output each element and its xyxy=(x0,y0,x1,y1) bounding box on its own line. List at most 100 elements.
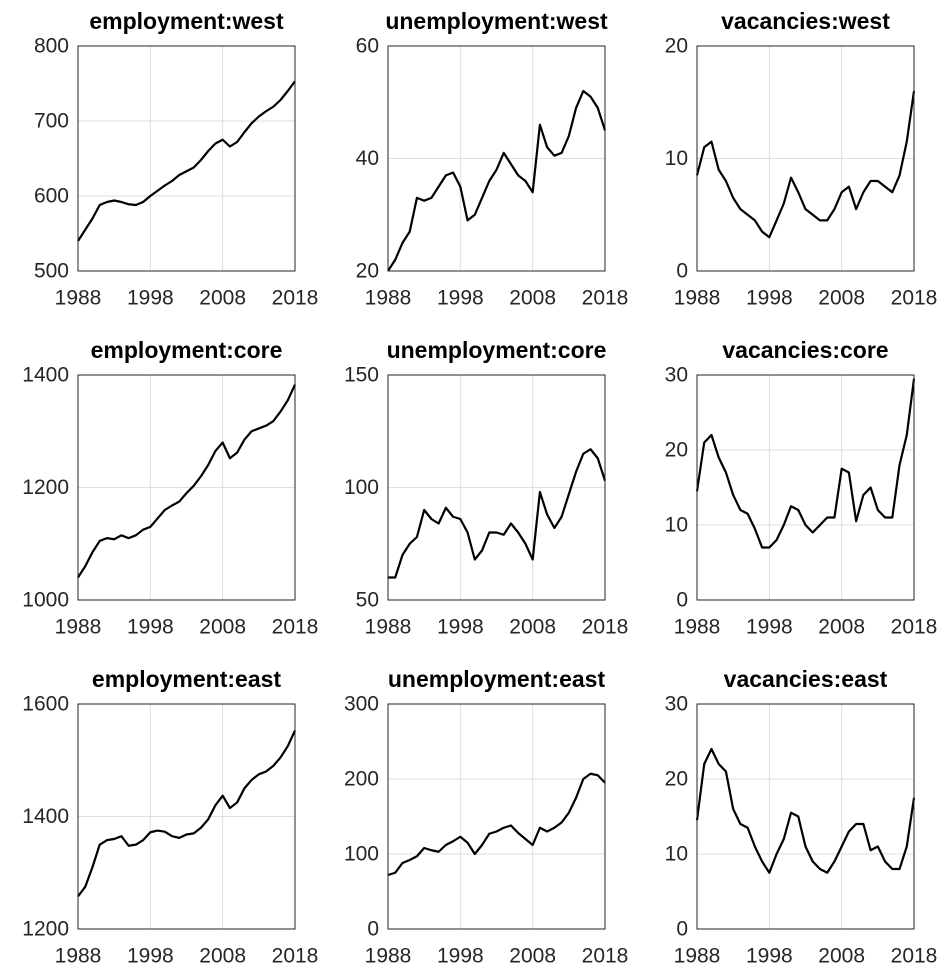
x-tick-label: 1988 xyxy=(55,287,102,310)
x-tick-label: 1988 xyxy=(365,287,412,310)
y-tick-label: 800 xyxy=(34,35,69,58)
x-tick-label: 2018 xyxy=(891,287,938,310)
x-tick-label: 1998 xyxy=(127,945,174,968)
y-tick-label: 100 xyxy=(344,476,379,499)
y-tick-label: 0 xyxy=(367,918,379,941)
series-line xyxy=(77,384,296,579)
chart-title: unemployment:core xyxy=(387,337,607,363)
axes-box xyxy=(696,703,915,930)
axes-box xyxy=(387,45,606,272)
y-tick-label: 10 xyxy=(665,147,688,170)
x-tick-label: 2018 xyxy=(272,945,319,968)
chart-title: employment:core xyxy=(91,337,283,363)
series-line xyxy=(387,772,606,877)
plot-area xyxy=(388,704,605,929)
chart-title: unemployment:east xyxy=(388,666,606,692)
x-tick-label: 2008 xyxy=(509,616,556,639)
axes-box xyxy=(696,374,915,601)
x-tick-label: 1988 xyxy=(55,945,102,968)
y-tick-label: 10 xyxy=(665,514,688,537)
series-line xyxy=(388,448,607,579)
chart-title: employment:west xyxy=(89,8,284,34)
chart-title: vacancies:east xyxy=(724,666,888,692)
x-tick-label: 1998 xyxy=(127,287,174,310)
x-tick-label: 2018 xyxy=(272,616,319,639)
x-tick-label: 2008 xyxy=(818,945,865,968)
y-tick-label: 300 xyxy=(344,693,379,716)
series-line xyxy=(387,89,607,272)
y-tick-label: 700 xyxy=(34,110,69,133)
x-tick-label: 2008 xyxy=(818,616,865,639)
x-tick-label: 1988 xyxy=(365,616,412,639)
chart-title: unemployment:west xyxy=(385,8,608,34)
y-tick-label: 100 xyxy=(344,843,379,866)
chart-title: vacancies:west xyxy=(721,8,890,34)
x-tick-label: 1988 xyxy=(365,945,412,968)
plot-area xyxy=(697,375,914,600)
y-tick-label: 1000 xyxy=(22,589,69,612)
x-tick-label: 2018 xyxy=(582,945,629,968)
x-tick-label: 2018 xyxy=(891,945,938,968)
x-tick-label: 1998 xyxy=(746,945,793,968)
y-tick-label: 500 xyxy=(34,260,69,283)
chart-title: employment:east xyxy=(92,666,282,692)
x-tick-label: 2008 xyxy=(818,287,865,310)
y-tick-label: 30 xyxy=(665,693,688,716)
y-tick-label: 60 xyxy=(356,35,379,58)
x-tick-label: 2008 xyxy=(199,945,246,968)
x-tick-label: 2018 xyxy=(582,287,629,310)
x-tick-label: 1998 xyxy=(437,945,484,968)
axes-box xyxy=(696,45,915,272)
x-tick-label: 1988 xyxy=(674,287,721,310)
chart-title: vacancies:core xyxy=(722,337,888,363)
plot-area xyxy=(697,704,914,929)
x-tick-label: 1998 xyxy=(437,287,484,310)
series-line xyxy=(695,90,916,239)
x-tick-label: 2008 xyxy=(509,945,556,968)
plot-area xyxy=(78,46,295,271)
axes-box xyxy=(387,703,606,930)
x-tick-label: 1988 xyxy=(674,945,721,968)
y-tick-label: 600 xyxy=(34,185,69,208)
x-tick-label: 2008 xyxy=(199,287,246,310)
x-tick-label: 2008 xyxy=(199,616,246,639)
y-tick-label: 40 xyxy=(356,147,379,170)
axes-box xyxy=(77,45,296,272)
y-tick-label: 1400 xyxy=(22,364,69,387)
y-tick-label: 0 xyxy=(676,589,688,612)
x-tick-label: 1988 xyxy=(674,616,721,639)
y-tick-label: 10 xyxy=(665,843,688,866)
x-tick-label: 2018 xyxy=(582,616,629,639)
x-tick-label: 1998 xyxy=(746,287,793,310)
x-tick-label: 2018 xyxy=(891,616,938,639)
y-tick-label: 30 xyxy=(665,364,688,387)
y-tick-label: 150 xyxy=(344,364,379,387)
axes-box xyxy=(387,374,606,601)
series-line xyxy=(77,729,296,898)
y-tick-label: 200 xyxy=(344,768,379,791)
x-tick-label: 1998 xyxy=(746,616,793,639)
y-tick-label: 20 xyxy=(665,768,688,791)
series-line xyxy=(695,378,916,549)
y-tick-label: 1400 xyxy=(22,805,69,828)
series-line xyxy=(695,747,916,874)
y-tick-label: 1200 xyxy=(22,476,69,499)
y-tick-label: 20 xyxy=(356,260,379,283)
axes-box xyxy=(77,703,296,930)
x-tick-label: 2018 xyxy=(272,287,319,310)
y-tick-label: 20 xyxy=(665,439,688,462)
y-tick-label: 1600 xyxy=(22,693,69,716)
y-tick-label: 0 xyxy=(676,260,688,283)
axes-box xyxy=(77,374,296,601)
series-line xyxy=(77,80,296,242)
x-tick-label: 2008 xyxy=(509,287,556,310)
y-tick-label: 0 xyxy=(676,918,688,941)
y-tick-label: 20 xyxy=(665,35,688,58)
y-tick-label: 1200 xyxy=(22,918,69,941)
y-tick-label: 50 xyxy=(356,589,379,612)
x-tick-label: 1988 xyxy=(55,616,102,639)
x-tick-label: 1998 xyxy=(437,616,484,639)
x-tick-label: 1998 xyxy=(127,616,174,639)
